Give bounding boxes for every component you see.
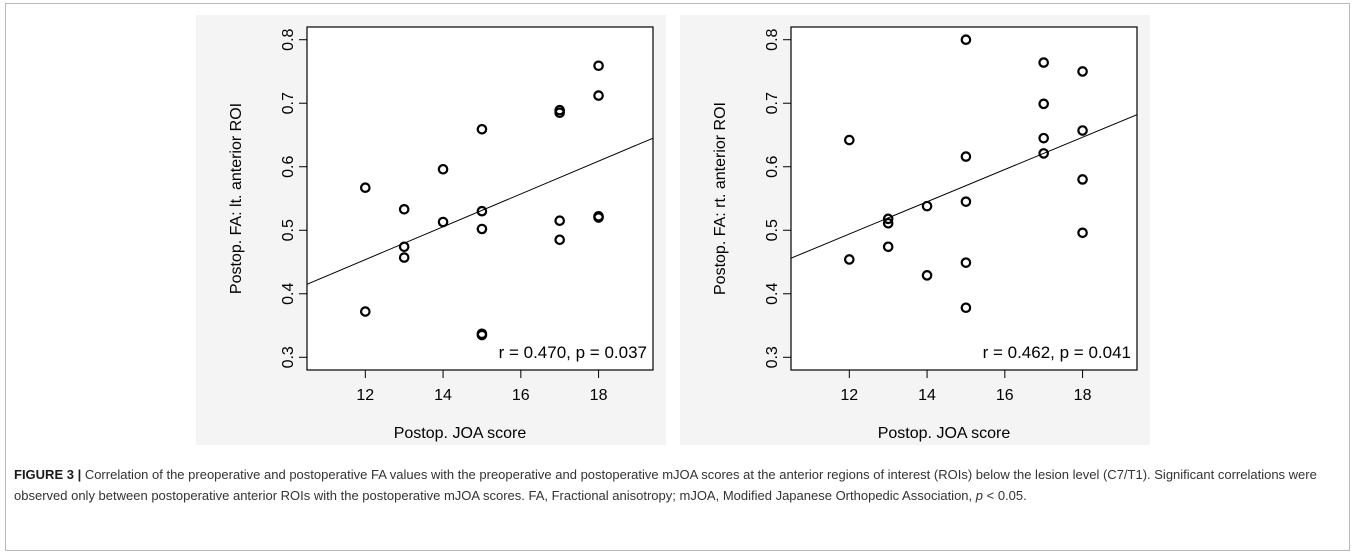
y-axis-label: Postop. FA: rt. anterior ROI (712, 102, 729, 295)
data-point (476, 123, 488, 135)
data-point (593, 60, 604, 72)
x-tick-label: 16 (996, 387, 1014, 404)
data-point (921, 270, 933, 281)
x-axis-label: Postop. JOA score (394, 425, 527, 442)
caption-text-end: < 0.05. (983, 488, 1027, 503)
data-point (437, 163, 449, 175)
y-tick-label: 0.4 (764, 283, 781, 305)
regression-line (307, 137, 653, 285)
correlation-annotation: r = 0.470, p = 0.037 (499, 343, 647, 362)
data-point (360, 306, 371, 317)
x-tick-label: 16 (512, 387, 530, 404)
x-tick-label: 14 (434, 387, 452, 404)
data-point (1077, 227, 1088, 239)
data-point (960, 151, 972, 162)
data-point (554, 234, 565, 246)
x-tick-label: 18 (590, 387, 608, 404)
data-point (476, 223, 488, 235)
regression-line (791, 114, 1137, 259)
x-tick-label: 18 (1074, 387, 1092, 404)
y-tick-label: 0.3 (764, 346, 781, 368)
x-axis-label: Postop. JOA score (878, 425, 1011, 442)
data-point (554, 107, 565, 119)
y-tick-label: 0.7 (764, 92, 781, 114)
y-tick-label: 0.7 (280, 92, 297, 114)
x-tick-label: 12 (356, 387, 374, 404)
figure-frame (5, 3, 1350, 551)
data-point (398, 252, 410, 263)
y-tick-label: 0.4 (280, 283, 297, 305)
caption-p-symbol: p (975, 488, 983, 503)
caption-text: Correlation of the preoperative and post… (14, 467, 1317, 503)
y-tick-label: 0.5 (764, 219, 781, 241)
data-point (844, 134, 855, 146)
data-point (960, 196, 972, 207)
x-tick-label: 14 (918, 387, 936, 404)
figure-caption: FIGURE 3 | Correlation of the preoperati… (14, 464, 1339, 506)
data-point (882, 241, 894, 253)
data-point (1038, 98, 1049, 110)
y-tick-label: 0.5 (280, 219, 297, 241)
data-point (960, 302, 972, 314)
data-point (1038, 132, 1049, 144)
y-tick-label: 0.8 (764, 28, 781, 50)
data-point (921, 200, 933, 212)
data-point (960, 34, 972, 46)
right-scatter-chart: 0.3 0.4 0.5 0.6 0.7 0.8 12 14 16 18 Postop. JOA sc… (712, 26, 1138, 442)
data-point (882, 213, 894, 225)
y-tick-label: 0.6 (764, 156, 781, 178)
data-point (398, 241, 410, 253)
left-scatter-chart: 0.3 0.4 0.5 0.6 0.7 0.8 12 14 16 18 Postop. JOA sc… (228, 26, 654, 442)
correlation-annotation: r = 0.462, p = 0.041 (983, 343, 1131, 362)
x-tick-label: 12 (840, 387, 858, 404)
data-point (1038, 57, 1049, 68)
data-point (360, 182, 371, 194)
plot-area (306, 26, 654, 371)
data-point (844, 254, 855, 265)
y-tick-label: 0.3 (280, 346, 297, 368)
data-point (960, 257, 972, 268)
data-point (1077, 125, 1088, 136)
data-point (882, 217, 894, 229)
data-point (1077, 174, 1088, 185)
data-point (1077, 66, 1088, 77)
y-axis-label: Postop. FA: lt. anterior ROI (228, 103, 245, 294)
y-tick-label: 0.6 (280, 156, 297, 178)
caption-label: FIGURE 3 | (14, 467, 82, 482)
data-point (1038, 148, 1049, 159)
data-point (476, 205, 488, 217)
data-point (476, 329, 488, 341)
data-point (593, 212, 604, 223)
data-point (437, 216, 449, 228)
y-tick-label: 0.8 (280, 28, 297, 50)
data-point (593, 90, 604, 101)
data-point (554, 215, 565, 227)
data-point (398, 203, 410, 215)
